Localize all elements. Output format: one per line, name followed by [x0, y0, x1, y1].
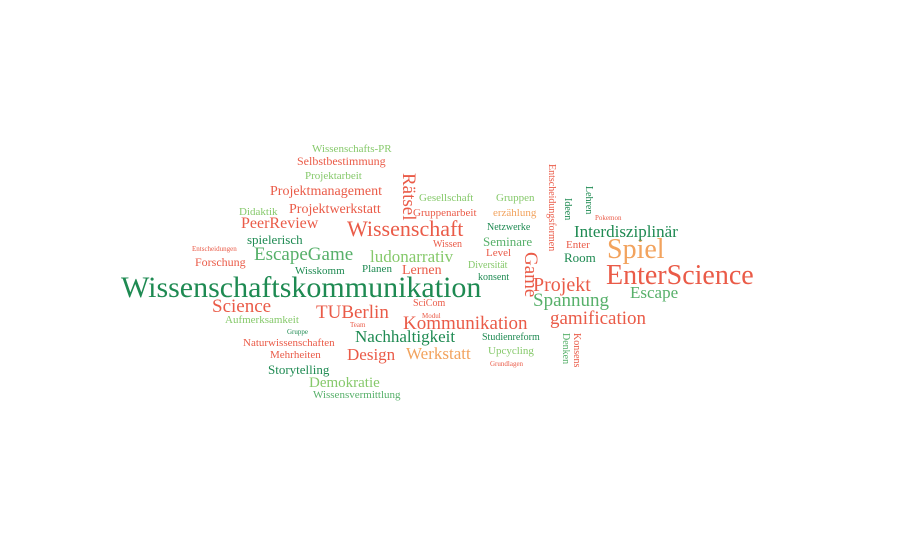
word-upcycling: Upcycling: [488, 345, 534, 357]
word-modul: Modul: [422, 312, 441, 320]
word-wissenschaftskommunikation: Wissenschaftskommunikation: [121, 271, 482, 304]
word-naturwissenschaften: Naturwissenschaften: [243, 337, 335, 349]
word-wissensvermittlung: Wissensvermittlung: [313, 389, 401, 401]
word-mehrheiten: Mehrheiten: [270, 349, 321, 361]
word-storytelling: Storytelling: [268, 362, 330, 377]
word-planen: Planen: [362, 263, 392, 275]
word-demokratie: Demokratie: [309, 375, 380, 391]
word-projektarbeit: Projektarbeit: [305, 170, 362, 182]
word-pokemon: Pokemon: [595, 214, 622, 222]
word-enter: Enter: [566, 239, 590, 251]
word-interdisziplinaer: Interdisziplinär: [574, 222, 678, 241]
word-studienreform: Studienreform: [482, 332, 540, 343]
word-level: Level: [486, 247, 512, 259]
word-escapegame: EscapeGame: [254, 244, 354, 265]
word-konsens: Konsens: [571, 333, 582, 368]
word-gruppen: Gruppen: [496, 192, 535, 204]
word-netzwerke: Netzwerke: [487, 222, 531, 233]
word-diversitaet: Diversität: [468, 260, 508, 271]
word-scicom: SciCom: [413, 298, 446, 309]
word-erzaehlung: erzählung: [493, 207, 537, 219]
word-spielerisch: spielerisch: [247, 232, 303, 247]
word-ideen: Ideen: [562, 198, 573, 221]
word-game: Game: [520, 252, 541, 298]
word-werkstatt: Werkstatt: [406, 344, 471, 363]
word-entscheidungsformen: Entscheidungsformen: [546, 164, 557, 252]
word-peerreview: PeerReview: [241, 215, 319, 232]
word-room: Room: [564, 250, 596, 265]
word-projektwerkstatt: Projektwerkstatt: [289, 202, 381, 217]
word-enterscience: EnterScience: [606, 260, 754, 291]
word-entscheidungen: Entscheidungen: [192, 245, 237, 253]
word-didaktik: Didaktik: [239, 206, 278, 218]
word-science: Science: [212, 296, 272, 317]
word-kommunikation: Kommunikation: [403, 313, 528, 334]
word-aufmerksamkeit: Aufmerksamkeit: [225, 314, 299, 326]
word-wissenschaft: Wissenschaft: [347, 216, 464, 241]
word-gamification: gamification: [550, 308, 647, 329]
word-spiel: Spiel: [607, 234, 665, 265]
word-gesellschaft: Gesellschaft: [419, 192, 474, 204]
word-team: Team: [350, 321, 366, 329]
word-design: Design: [347, 345, 396, 364]
word-projektmanagement: Projektmanagement: [270, 184, 382, 199]
word-wissen: Wissen: [433, 239, 463, 250]
word-tuberlin: TUBerlin: [316, 302, 389, 323]
word-spannung: Spannung: [533, 290, 609, 311]
word-escape: Escape: [630, 283, 679, 302]
word-nachhaltigkeit: Nachhaltigkeit: [355, 327, 456, 346]
word-denken: Denken: [560, 333, 571, 365]
word-projekt: Projekt: [533, 274, 591, 296]
word-selbstbestimmung: Selbstbestimmung: [297, 154, 386, 168]
word-lehren: Lehren: [583, 186, 594, 215]
word-grundlagen: Grundlagen: [490, 360, 524, 368]
word-gruppenarbeit: Gruppenarbeit: [413, 207, 477, 219]
word-ludonarrativ: ludonarrativ: [370, 247, 454, 266]
word-lernen: Lernen: [402, 263, 442, 278]
word-gruppe: Gruppe: [287, 328, 308, 336]
word-konsent: konsent: [478, 272, 510, 283]
word-wissenschafts-pr: Wissenschafts-PR: [312, 143, 392, 155]
word-forschung: Forschung: [195, 255, 246, 269]
word-wisskomm: Wisskomm: [295, 265, 345, 277]
word-seminare: Seminare: [483, 234, 533, 249]
